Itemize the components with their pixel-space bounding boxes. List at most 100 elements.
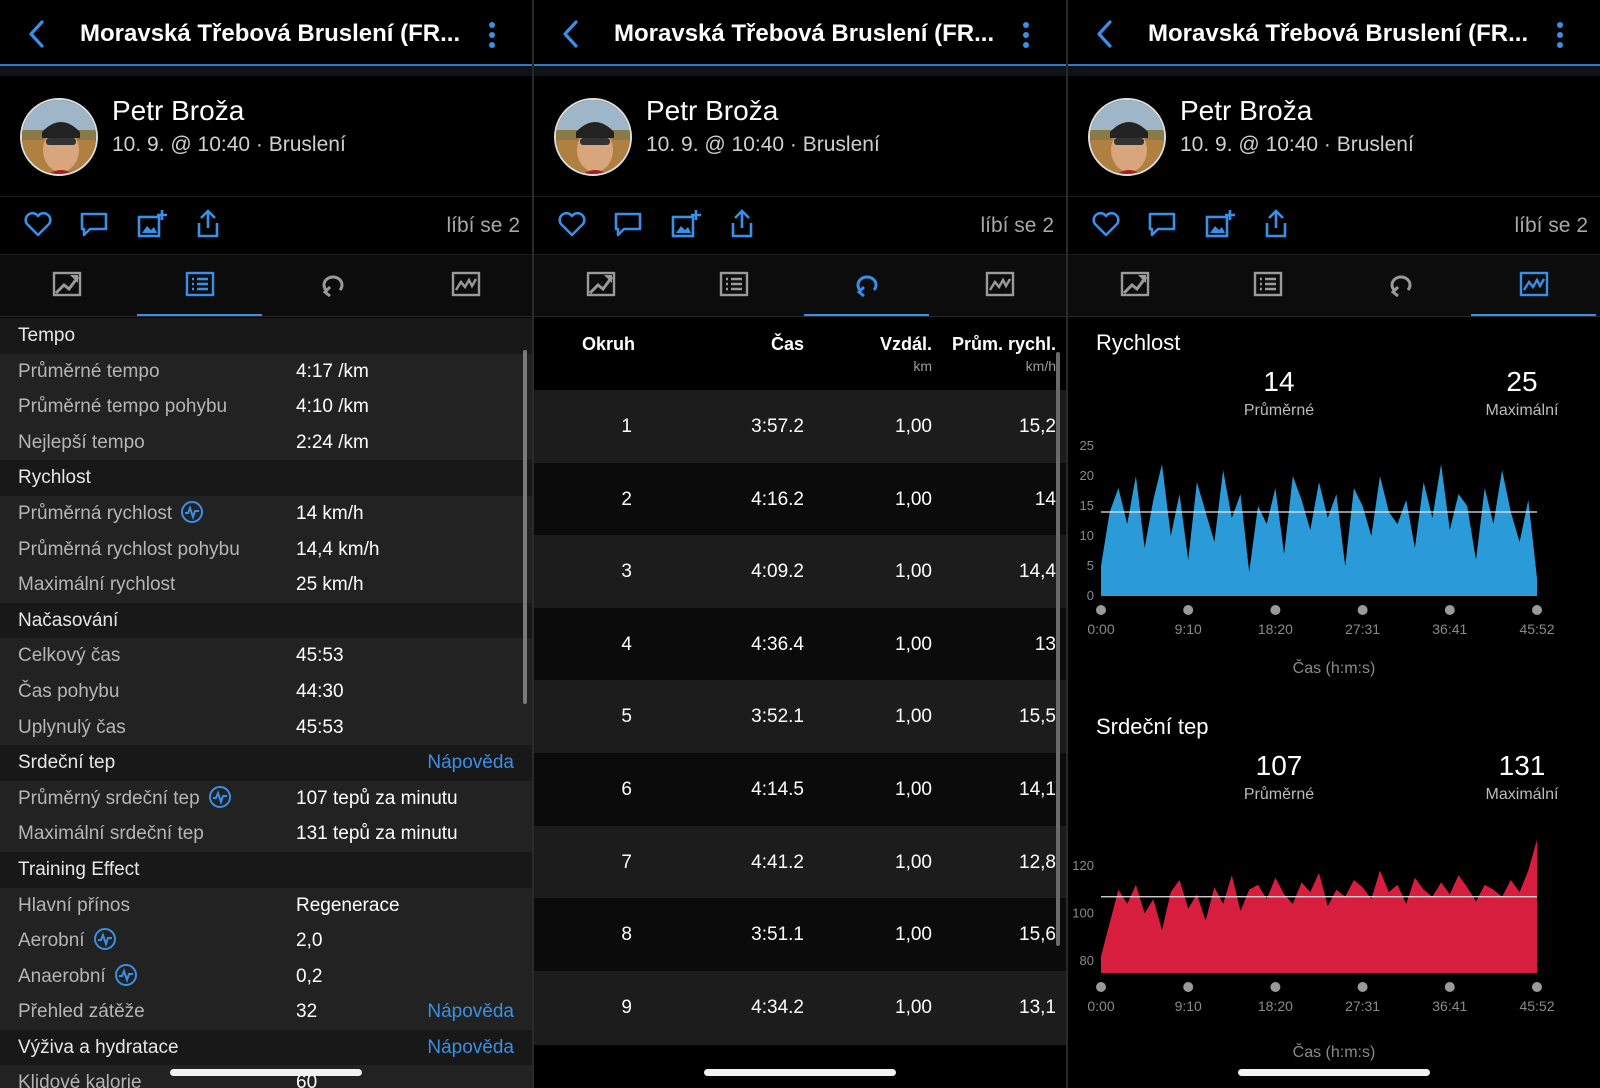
chart-icon (451, 271, 481, 297)
info-pulse-icon[interactable] (114, 963, 138, 987)
x-tick-dot[interactable] (1270, 605, 1281, 615)
help-link[interactable]: Nápověda (427, 1001, 514, 1023)
stat-value: 14 km/h (296, 502, 364, 524)
like-icon[interactable] (22, 208, 54, 240)
info-pulse-icon[interactable] (93, 927, 117, 951)
x-tick-dot[interactable] (1096, 605, 1106, 615)
like-icon[interactable] (556, 208, 588, 240)
col-lap[interactable]: Okruh (582, 334, 636, 354)
x-tick-dot[interactable] (1183, 982, 1194, 992)
stat-row: Anaerobní 0,2 (0, 958, 532, 995)
laps-panel: Moravská Třebová Bruslení (FR... Petr Br… (534, 0, 1066, 1088)
share-icon[interactable] (1260, 208, 1292, 240)
tab-stats[interactable] (1201, 255, 1334, 317)
add-photo-icon[interactable] (670, 208, 702, 240)
x-tick-dot[interactable] (1444, 605, 1455, 615)
table-row[interactable]: 6 4:14.5 1,00 14,1 (534, 753, 1066, 827)
back-icon[interactable] (24, 18, 52, 50)
home-indicator (1238, 1069, 1430, 1076)
more-options-icon[interactable] (1014, 20, 1038, 50)
user-name[interactable]: Petr Broža (1180, 95, 1313, 126)
tab-map[interactable] (0, 255, 133, 317)
comment-icon[interactable] (1146, 208, 1178, 240)
table-row[interactable]: 4 4:36.4 1,00 13 (534, 607, 1066, 682)
hr-chart[interactable]: 80 100 120 0:00 9:10 18:20 27:31 36:41 45:52 (1068, 830, 1600, 1040)
speed-chart[interactable]: 0 5 10 15 20 25 0:00 9:10 18:20 27:31 36:41 45:52 (1068, 440, 1600, 656)
add-photo-icon[interactable] (1204, 208, 1236, 240)
tab-laps[interactable] (1334, 255, 1467, 317)
hr-avg-label: Průměrné (1243, 786, 1315, 803)
x-tick-dot[interactable] (1183, 605, 1194, 615)
table-row[interactable]: 5 3:52.1 1,00 15,5 (534, 680, 1066, 755)
likes-count[interactable]: líbí se 2 (1514, 214, 1588, 237)
share-icon[interactable] (192, 208, 224, 240)
hr-avg-value: 107 (1255, 750, 1303, 781)
table-row[interactable]: 9 4:34.2 1,00 13,1 (534, 970, 1066, 1045)
x-tick-label: 27:31 (1345, 621, 1380, 637)
x-tick-dot[interactable] (1096, 982, 1106, 992)
stat-row: Maximální rychlost 25 km/h (0, 567, 532, 603)
back-icon[interactable] (1092, 18, 1120, 50)
scrollbar[interactable] (1056, 352, 1060, 946)
comment-icon[interactable] (78, 208, 110, 240)
help-link[interactable]: Nápověda (427, 1036, 514, 1058)
user-name[interactable]: Petr Broža (646, 95, 779, 126)
info-pulse-icon[interactable] (180, 500, 204, 524)
likes-count[interactable]: líbí se 2 (980, 214, 1054, 237)
tab-laps[interactable] (800, 255, 933, 317)
x-tick-dot[interactable] (1270, 982, 1281, 992)
header-bar: Moravská Třebová Bruslení (FR... (0, 0, 532, 66)
speed-avg-label: Průměrné (1243, 402, 1315, 419)
stat-label: Training Effect (18, 858, 140, 880)
lap-time: 4:34.2 (751, 996, 804, 1018)
y-tick-label: 10 (1080, 528, 1094, 543)
tab-map[interactable] (534, 255, 667, 317)
section-header: Výživa a hydratace Nápověda (0, 1029, 532, 1066)
tab-stats[interactable] (667, 255, 800, 317)
avatar[interactable] (554, 98, 632, 176)
tab-charts[interactable] (933, 255, 1066, 317)
tab-laps[interactable] (266, 255, 399, 317)
avatar[interactable] (1088, 98, 1166, 176)
x-tick-label: 9:10 (1175, 621, 1202, 637)
share-icon[interactable] (726, 208, 758, 240)
back-icon[interactable] (558, 18, 586, 50)
y-tick-label: 120 (1072, 858, 1094, 873)
table-row[interactable]: 2 4:16.2 1,00 14 (534, 462, 1066, 537)
lap-number: 1 (621, 416, 632, 437)
scrollbar[interactable] (523, 350, 527, 704)
comment-icon[interactable] (612, 208, 644, 240)
table-row[interactable]: 8 3:51.1 1,00 15,6 (534, 898, 1066, 973)
like-icon[interactable] (1090, 208, 1122, 240)
likes-count[interactable]: líbí se 2 (446, 214, 520, 237)
lap-number: 2 (621, 488, 632, 510)
x-tick-dot[interactable] (1357, 982, 1368, 992)
avatar[interactable] (20, 98, 98, 176)
user-name[interactable]: Petr Broža (112, 95, 245, 126)
lap-distance: 1,00 (895, 488, 932, 510)
charts-panel: Moravská Třebová Bruslení (FR... Petr Br… (1068, 0, 1600, 1088)
tab-charts[interactable] (1467, 255, 1600, 317)
x-tick-dot[interactable] (1532, 605, 1542, 615)
table-row[interactable]: 1 3:57.2 1,00 15,2 (534, 390, 1066, 464)
table-row[interactable]: 3 4:09.2 1,00 14,4 (534, 535, 1066, 610)
col-avg-speed[interactable]: Prům. rychl. (951, 334, 1056, 354)
lap-number: 7 (621, 851, 632, 873)
col-time[interactable]: Čas (770, 334, 804, 354)
speed-max-label: Maximální (1485, 402, 1559, 419)
more-options-icon[interactable] (1548, 20, 1572, 50)
x-tick-dot[interactable] (1532, 982, 1542, 992)
section-header: Tempo (0, 318, 532, 354)
lap-distance: 1,00 (895, 924, 932, 946)
tab-stats[interactable] (133, 255, 266, 317)
col-distance[interactable]: Vzdál. (879, 334, 932, 354)
x-tick-dot[interactable] (1444, 982, 1455, 992)
tab-charts[interactable] (399, 255, 532, 317)
tab-map[interactable] (1068, 255, 1201, 317)
add-photo-icon[interactable] (136, 208, 168, 240)
more-options-icon[interactable] (480, 20, 504, 50)
x-tick-dot[interactable] (1357, 605, 1368, 615)
table-row[interactable]: 7 4:41.2 1,00 12,8 (534, 825, 1066, 900)
help-link[interactable]: Nápověda (427, 752, 514, 774)
info-pulse-icon[interactable] (208, 785, 232, 809)
